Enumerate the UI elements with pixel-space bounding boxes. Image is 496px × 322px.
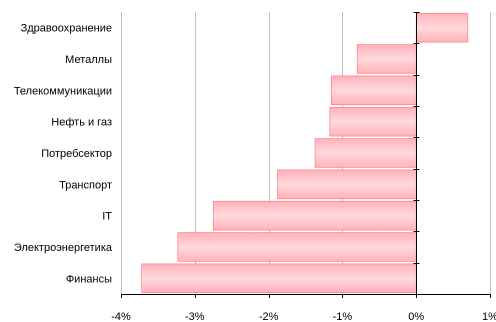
category-label: Нефть и газ [51,117,112,129]
tick-labels: -4% -3% -2% -1% 0% 1% [111,311,496,322]
bar [314,138,417,168]
category-label: IT [102,211,112,223]
bar [331,75,417,106]
x-tick-label: 0% [408,311,424,322]
category-label: Телекоммуникации [14,85,112,97]
bar [141,263,417,294]
bar [277,169,417,200]
x-tick-label: 1% [482,311,496,322]
category-label: Здравоохранение [21,23,112,35]
bars [141,12,469,294]
category-label: Электроэнергетика [14,242,113,254]
x-tick-label: -1% [333,311,353,322]
x-tick-label: -3% [185,311,205,322]
bar [329,106,417,137]
x-tick-label: -4% [111,311,131,322]
x-tick-label: -2% [259,311,279,322]
bar [356,44,417,74]
category-label: Металлы [65,54,112,66]
category-label: Потребсектор [41,148,112,160]
bar [415,12,469,43]
category-label: Транспорт [59,179,112,191]
bar [212,200,417,231]
category-label: Финансы [66,273,112,285]
category-labels: Здравоохранение Металлы Телекоммуникации Не… [14,23,113,286]
axes [121,12,491,298]
bar [177,232,417,262]
